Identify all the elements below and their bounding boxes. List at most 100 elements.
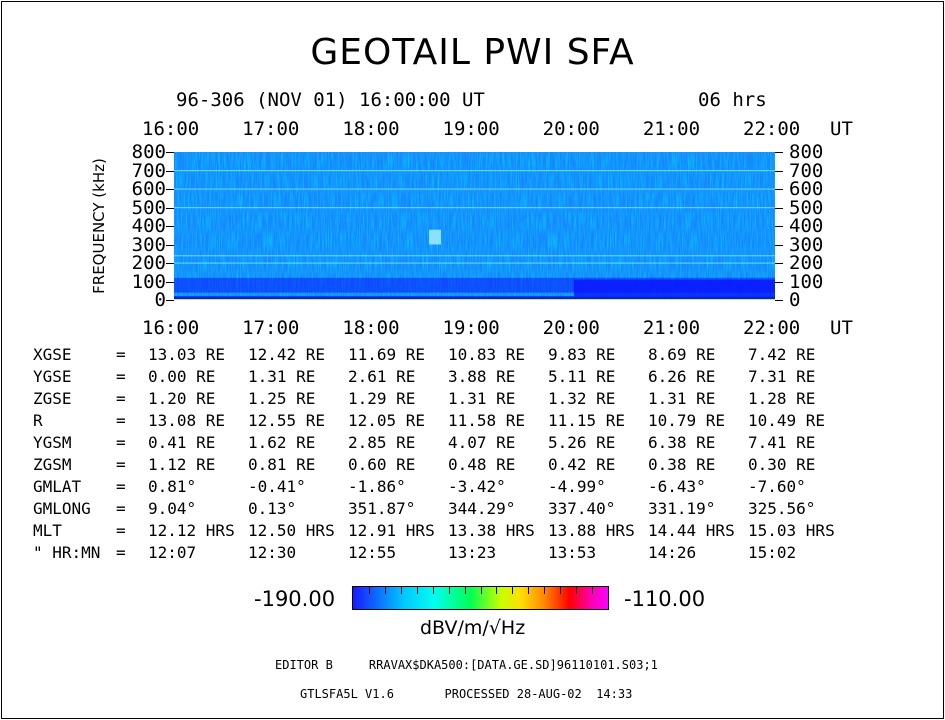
colorbar-tick [432,587,434,594]
ephemeris-value: 0.48 RE [448,455,516,474]
ephemeris-value: 0.81° [148,477,197,496]
y-tick-mark [166,152,174,153]
ephemeris-value: -1.86° [348,477,406,496]
footer-editor-line: EDITOR B RRAVAX$DKA500:[DATA.GE.SD]96110… [275,658,658,672]
ephemeris-value: 0.42 RE [548,455,616,474]
ephemeris-value: 13:53 [548,543,597,562]
spectrogram-heatmap [174,152,775,300]
y-tick-mark [775,189,783,190]
ephemeris-value: 351.87° [348,499,416,518]
y-tick-mark [775,152,783,153]
colorbar-min: -190.00 [254,587,336,611]
ephemeris-value: 12.55 RE [248,411,326,430]
x-tick-bottom-2100: 21:00 [642,317,701,339]
ephemeris-value: 13.88 HRS [548,521,635,540]
ephemeris-equals: = [116,433,126,452]
colorbar-tick [464,587,466,594]
colorbar-tick [592,587,594,594]
colorbar-tick [496,587,498,594]
ephemeris-value: 0.13° [248,499,297,518]
y-tick-left-700: 700 [131,159,166,182]
y-tick-mark [775,263,783,264]
y-tick-left-800: 800 [131,141,166,163]
date-time-subtitle: 96-306 (NOV 01) 16:00:00 UT [176,89,485,111]
ephemeris-value: 14.44 HRS [648,521,735,540]
ephemeris-value: 11.58 RE [448,411,526,430]
ephemeris-value: 11.15 RE [548,411,626,430]
ephemeris-value: 3.88 RE [448,367,516,386]
colorbar-tick [448,587,450,594]
ephemeris-label: GMLAT [33,477,82,496]
ephemeris-value: 8.69 RE [648,345,716,364]
x-tick-bottom-1600: 16:00 [142,317,200,339]
colorbar-tick [576,587,578,594]
ephemeris-value: 15:02 [748,543,797,562]
emission-patch [429,229,441,245]
ephemeris-value: 13.03 RE [148,345,226,364]
ephemeris-equals: = [116,521,126,540]
colorbar-tick [368,587,370,594]
y-tick-mark [775,207,783,209]
emission-line [174,299,775,300]
ephemeris-value: 13:23 [448,543,497,562]
ephemeris-value: 13.08 RE [148,411,226,430]
y-tick-left-100: 100 [131,270,166,293]
y-tick-mark [166,207,174,209]
duration-label: 06 hrs [698,89,767,111]
ephemeris-value: 6.26 RE [648,367,716,386]
ephemeris-value: 1.20 RE [148,389,216,408]
spectral-line [174,255,775,257]
ephemeris-value: -3.42° [448,477,506,496]
colorbar-tick [544,587,546,594]
ephemeris-value: 1.28 RE [748,389,816,408]
y-tick-left-600: 600 [131,178,166,200]
ephemeris-value: 2.61 RE [348,367,416,386]
colorbar-tick [560,587,562,594]
y-tick-mark [166,263,174,264]
ephemeris-value: 5.11 RE [548,367,616,386]
y-tick-left-500: 500 [131,196,166,219]
y-tick-mark [775,281,783,283]
ephemeris-value: -6.43° [648,477,706,496]
ephemeris-equals: = [116,389,126,408]
ephemeris-value: 12.91 HRS [348,521,435,540]
y-tick-right-0: 0 [789,289,801,311]
colorbar-max: -110.00 [624,587,706,611]
y-tick-mark [166,244,174,246]
ephemeris-equals: = [116,411,126,430]
colorbar-unit: dBV/m/√Hz [420,617,526,639]
spectral-line [174,170,775,172]
y-tick-mark [166,189,174,190]
ephemeris-label: ZGSM [33,455,72,474]
y-tick-left-400: 400 [131,215,166,237]
ephemeris-value: 11.69 RE [348,345,426,364]
y-tick-right-600: 600 [789,178,824,200]
y-tick-mark [166,281,174,283]
ephemeris-value: 1.12 RE [148,455,216,474]
colorbar-tick [416,587,418,594]
x-unit-top: UT [830,118,853,140]
spectral-line [174,207,775,209]
ephemeris-value: 7.42 RE [748,345,816,364]
x-tick-top-1700: 17:00 [242,118,300,140]
y-tick-mark [166,226,174,227]
ephemeris-value: 4.07 RE [448,433,516,452]
colorbar-tick [400,587,402,594]
ephemeris-value: 7.41 RE [748,433,816,452]
y-tick-right-200: 200 [789,252,824,274]
ephemeris-value: 15.03 HRS [748,521,835,540]
x-tick-top-1900: 19:00 [442,118,500,140]
ephemeris-equals: = [116,345,126,364]
y-tick-left-200: 200 [131,252,166,274]
low-frequency-band [574,279,775,297]
y-tick-right-300: 300 [789,233,824,256]
ephemeris-value: 13.38 HRS [448,521,535,540]
spectrogram-texture [174,152,775,300]
ephemeris-value: 0.00 RE [148,367,216,386]
ephemeris-value: -0.41° [248,477,306,496]
ephemeris-value: 12.05 RE [348,411,426,430]
ephemeris-value: 0.30 RE [748,455,816,474]
ephemeris-value: 7.31 RE [748,367,816,386]
y-tick-mark [775,170,783,172]
ephemeris-value: 1.62 RE [248,433,316,452]
